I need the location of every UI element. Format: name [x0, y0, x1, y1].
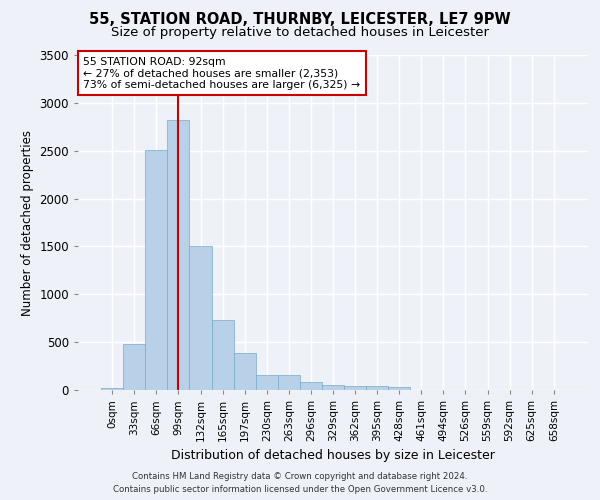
Bar [366, 386, 388, 390]
Text: Contains HM Land Registry data © Crown copyright and database right 2024.
Contai: Contains HM Land Registry data © Crown c… [113, 472, 487, 494]
Bar [167, 120, 190, 390]
Bar [145, 150, 167, 390]
Bar [190, 246, 212, 390]
Y-axis label: Number of detached properties: Number of detached properties [21, 130, 34, 316]
Text: 55, STATION ROAD, THURNBY, LEICESTER, LE7 9PW: 55, STATION ROAD, THURNBY, LEICESTER, LE… [89, 12, 511, 26]
Text: Size of property relative to detached houses in Leicester: Size of property relative to detached ho… [111, 26, 489, 39]
Bar [344, 386, 366, 390]
Bar [256, 375, 278, 390]
Bar [123, 344, 145, 390]
Text: 55 STATION ROAD: 92sqm
← 27% of detached houses are smaller (2,353)
73% of semi-: 55 STATION ROAD: 92sqm ← 27% of detached… [83, 56, 360, 90]
Bar [278, 375, 300, 390]
Bar [212, 320, 233, 390]
Bar [300, 382, 322, 390]
Bar [101, 388, 123, 390]
Bar [388, 387, 410, 390]
Bar [233, 352, 256, 390]
X-axis label: Distribution of detached houses by size in Leicester: Distribution of detached houses by size … [171, 450, 495, 462]
Bar [322, 384, 344, 390]
